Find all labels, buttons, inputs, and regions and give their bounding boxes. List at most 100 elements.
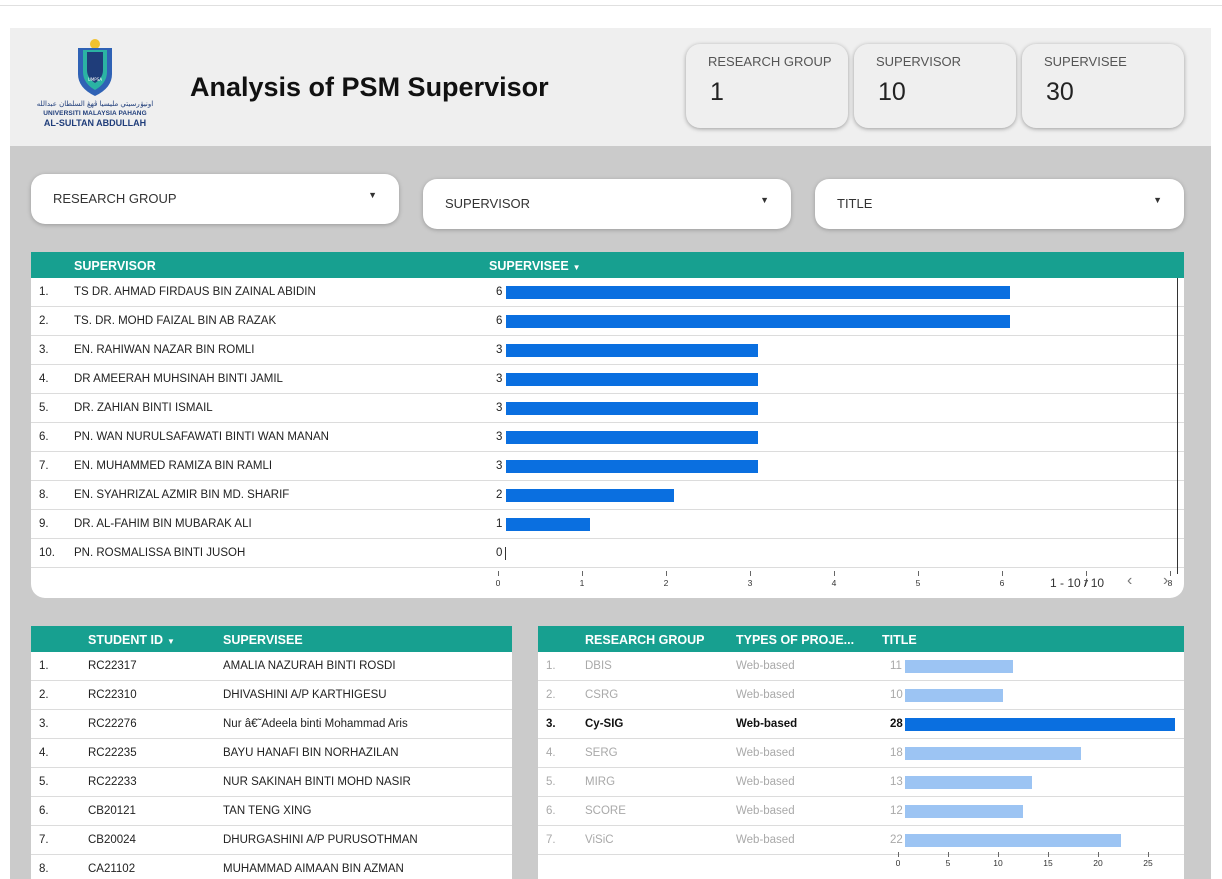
axis-tick — [1170, 571, 1171, 576]
supervisee-count: 3 — [496, 431, 503, 443]
table-row[interactable]: 4. RC22235 BAYU HANAFI BIN NORHAZILAN — [31, 739, 512, 768]
filter-supervisor[interactable]: SUPERVISOR ▼ — [423, 179, 791, 229]
student-id: RC22310 — [88, 689, 137, 701]
title-bar — [905, 718, 1175, 731]
filter-title[interactable]: TITLE ▼ — [815, 179, 1184, 229]
table-row[interactable]: 4. SERG Web-based 18 — [538, 739, 1184, 768]
top-divider — [0, 5, 1222, 6]
row-index: 4. — [39, 373, 49, 385]
table-row[interactable]: 8. CA21102 MUHAMMAD AIMAAN BIN AZMAN — [31, 855, 512, 879]
kpi-supervisor[interactable]: SUPERVISOR 10 — [854, 44, 1016, 128]
project-type: Web-based — [736, 747, 795, 759]
row-index: 3. — [39, 718, 49, 730]
supervisee-bar — [506, 460, 758, 473]
pagination-label: 1 - 10 / 10 — [1050, 576, 1105, 590]
table-row[interactable]: 7. EN. MUHAMMED RAMIZA BIN RAMLI 3 — [31, 452, 1184, 481]
table-row[interactable]: 3. RC22276 Nur â€˜Adeela binti Mohammad Ar… — [31, 710, 512, 739]
project-type: Web-based — [736, 776, 795, 788]
supervisee-count: 3 — [496, 402, 503, 414]
caret-down-icon: ▼ — [1153, 195, 1162, 205]
next-page-icon[interactable]: › — [1163, 572, 1169, 589]
table-row[interactable]: 5. RC22233 NUR SAKINAH BINTI MOHD NASIR — [31, 768, 512, 797]
supervisee-count: 6 — [496, 286, 503, 298]
table-row[interactable]: 7. CB20024 DHURGASHINI A/P PURUSOTHMAN — [31, 826, 512, 855]
project-type: Web-based — [736, 689, 795, 701]
column-header-supervisee[interactable]: SUPERVISEE ▼ — [489, 259, 581, 273]
row-index: 6. — [39, 805, 49, 817]
column-header-title[interactable]: TITLE — [882, 633, 917, 647]
axis-tick — [1002, 571, 1003, 576]
filter-research-group[interactable]: RESEARCH GROUP ▼ — [31, 174, 399, 224]
row-index: 1. — [39, 660, 49, 672]
row-index: 10. — [39, 547, 55, 559]
supervisee-count: 6 — [496, 315, 503, 327]
university-logo: UMPSA اونيۏرسيتي مليسيا ڤهڠ السلطان عبدا… — [30, 38, 160, 134]
supervisor-table: SUPERVISOR SUPERVISEE ▼ 1. TS DR. AHMAD FI… — [31, 252, 1184, 598]
axis-tick — [1148, 852, 1149, 857]
kpi-research-group[interactable]: RESEARCH GROUP 1 — [686, 44, 848, 128]
column-header-supervisee[interactable]: SUPERVISEE — [223, 633, 303, 647]
table-row[interactable]: 2. TS. DR. MOHD FAIZAL BIN AB RAZAK 6 — [31, 307, 1184, 336]
supervisee-bar — [506, 344, 758, 357]
axis-tick — [1048, 852, 1049, 857]
logo-badge: UMPSA — [88, 77, 102, 82]
table-row[interactable]: 3. Cy-SIG Web-based 28 — [538, 710, 1184, 739]
axis-tick — [750, 571, 751, 576]
supervisor-name: DR. AL-FAHIM BIN MUBARAK ALI — [74, 518, 252, 530]
table-row[interactable]: 5. MIRG Web-based 13 — [538, 768, 1184, 797]
table-header: SUPERVISOR SUPERVISEE ▼ — [31, 252, 1184, 278]
table-row[interactable]: 6. PN. WAN NURULSAFAWATI BINTI WAN MANAN 3 — [31, 423, 1184, 452]
sort-desc-icon: ▼ — [167, 637, 175, 646]
table-row[interactable]: 6. CB20121 TAN TENG XING — [31, 797, 512, 826]
table-row[interactable]: 8. EN. SYAHRIZAL AZMIR BIN MD. SHARIF 2 — [31, 481, 1184, 510]
table-row[interactable]: 4. DR AMEERAH MUHSINAH BINTI JAMIL 3 — [31, 365, 1184, 394]
table-row[interactable]: 7. ViSiC Web-based 22 — [538, 826, 1184, 855]
title-count: 11 — [890, 660, 902, 672]
row-index: 1. — [546, 660, 556, 672]
table-row[interactable]: 1. RC22317 AMALIA NAZURAH BINTI ROSDI — [31, 652, 512, 681]
row-index: 2. — [39, 315, 49, 327]
axis-tick — [498, 571, 499, 576]
title-bar — [905, 776, 1033, 789]
table-row[interactable]: 9. DR. AL-FAHIM BIN MUBARAK ALI 1 — [31, 510, 1184, 539]
prev-page-icon[interactable]: ‹ — [1127, 572, 1133, 589]
table-row[interactable]: 1. TS DR. AHMAD FIRDAUS BIN ZAINAL ABIDIN… — [31, 278, 1184, 307]
axis-tick-label: 8 — [1167, 578, 1173, 588]
column-header-supervisor[interactable]: SUPERVISOR — [74, 259, 156, 273]
axis-tick — [834, 571, 835, 576]
student-id: RC22235 — [88, 747, 137, 759]
supervisor-name: DR AMEERAH MUHSINAH BINTI JAMIL — [74, 373, 283, 385]
table-row[interactable]: 5. DR. ZAHIAN BINTI ISMAIL 3 — [31, 394, 1184, 423]
table-row[interactable]: 3. EN. RAHIWAN NAZAR BIN ROMLI 3 — [31, 336, 1184, 365]
table-row[interactable]: 2. CSRG Web-based 10 — [538, 681, 1184, 710]
title-bar — [905, 805, 1023, 818]
supervisee-count: 1 — [496, 518, 503, 530]
supervisee-bar — [506, 431, 758, 444]
supervisee-name: NUR SAKINAH BINTI MOHD NASIR — [223, 776, 411, 788]
kpi-value: 30 — [1046, 78, 1074, 106]
kpi-supervisee[interactable]: SUPERVISEE 30 — [1022, 44, 1184, 128]
table-row[interactable]: 6. SCORE Web-based 12 — [538, 797, 1184, 826]
title-bar — [905, 747, 1082, 760]
kpi-value: 10 — [878, 78, 906, 106]
column-header-student-id[interactable]: STUDENT ID ▼ — [88, 633, 175, 647]
table-header: STUDENT ID ▼ SUPERVISEE — [31, 626, 512, 652]
axis-tick-label: 7 — [1083, 578, 1089, 588]
supervisee-name: DHURGASHINI A/P PURUSOTHMAN — [223, 834, 418, 846]
row-index: 3. — [39, 344, 49, 356]
table-row[interactable]: 1. DBIS Web-based 11 — [538, 652, 1184, 681]
column-header-research-group[interactable]: RESEARCH GROUP — [585, 633, 705, 647]
row-index: 7. — [39, 460, 49, 472]
student-id: CB20024 — [88, 834, 136, 846]
column-header-project-type[interactable]: TYPES OF PROJE... — [736, 633, 855, 647]
table-row[interactable]: 10. PN. ROSMALISSA BINTI JUSOH 0 — [31, 539, 1184, 568]
kpi-label: SUPERVISEE — [1044, 54, 1127, 69]
row-index: 4. — [39, 747, 49, 759]
logo-text-line2: AL-SULTAN ABDULLAH — [43, 118, 147, 128]
row-index: 5. — [546, 776, 556, 788]
student-table: STUDENT ID ▼ SUPERVISEE 1. RC22317 AMALIA N… — [31, 626, 512, 879]
caret-down-icon: ▼ — [368, 190, 377, 200]
table-row[interactable]: 2. RC22310 DHIVASHINI A/P KARTHIGESU — [31, 681, 512, 710]
title-count: 22 — [890, 834, 903, 846]
supervisee-name: BAYU HANAFI BIN NORHAZILAN — [223, 747, 399, 759]
